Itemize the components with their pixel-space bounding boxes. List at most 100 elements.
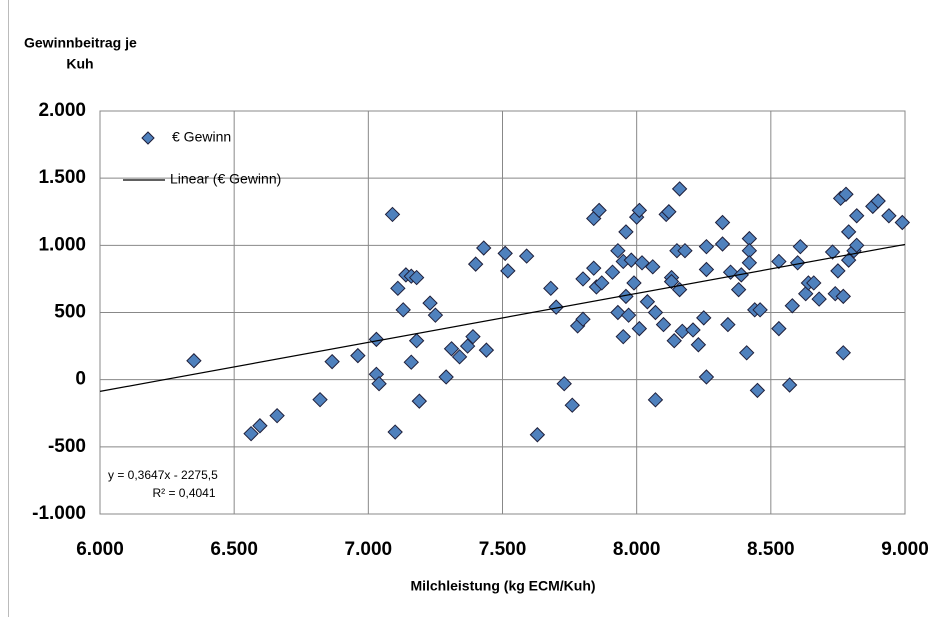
point [698, 369, 715, 385]
point [634, 255, 650, 271]
point [741, 255, 758, 271]
point [671, 281, 688, 298]
point [443, 341, 460, 357]
y-tick-label: -1.000 [32, 503, 86, 524]
point [478, 342, 495, 358]
point [618, 224, 634, 240]
point [798, 285, 814, 302]
legend-label: Linear (€ Gewinn) [170, 171, 281, 187]
point [312, 391, 328, 408]
point [518, 248, 535, 264]
x-tick-label: 8.000 [613, 539, 661, 560]
point [626, 275, 642, 291]
point [749, 382, 766, 399]
point [610, 304, 626, 321]
point [631, 202, 648, 219]
trend-line [99, 243, 906, 392]
point [771, 253, 787, 270]
point [647, 304, 664, 321]
point [390, 280, 406, 297]
point [685, 322, 701, 338]
point [647, 392, 664, 408]
point [403, 354, 419, 370]
point [661, 204, 677, 220]
y-tick-label: 2.000 [38, 100, 86, 121]
point [696, 310, 712, 326]
point [564, 397, 580, 413]
point [835, 288, 851, 305]
x-tick-label: 6.500 [210, 539, 258, 560]
equation: y = 0,3647x - 2275,5 [108, 468, 218, 482]
point [698, 238, 715, 255]
point [384, 206, 401, 223]
x-tick-label: 7.000 [345, 539, 393, 560]
point [666, 333, 682, 349]
point [789, 255, 806, 271]
point [186, 353, 202, 369]
point [269, 407, 285, 424]
point [714, 236, 731, 252]
point [738, 345, 755, 361]
point [824, 244, 841, 260]
y-tick-label: 1.000 [38, 234, 86, 255]
point [476, 240, 492, 256]
point [422, 295, 438, 311]
point [594, 275, 610, 291]
point [451, 349, 468, 365]
point [371, 375, 387, 392]
x-tick-label: 8.500 [747, 539, 795, 560]
point [690, 337, 707, 353]
point [497, 245, 513, 262]
point [586, 260, 602, 276]
point [427, 307, 444, 323]
point [408, 269, 425, 286]
point [811, 291, 827, 307]
point [792, 238, 809, 255]
point [677, 242, 693, 259]
plot-border [99, 110, 906, 515]
point [543, 280, 559, 297]
point [408, 333, 425, 349]
point [324, 353, 340, 370]
point [698, 261, 715, 278]
point [575, 271, 591, 287]
point [575, 311, 591, 327]
x-axis-title: Milchleistung (kg ECM/Kuh) [410, 578, 595, 594]
y-axis-title: Kuh [66, 56, 93, 72]
point [881, 208, 897, 224]
x-tick-label: 9.000 [881, 539, 929, 560]
point [604, 264, 621, 280]
point [467, 256, 484, 272]
point [655, 316, 672, 333]
point [714, 214, 731, 231]
point [350, 347, 366, 364]
y-tick-label: 1.500 [38, 167, 86, 188]
point [840, 252, 857, 268]
point [243, 425, 259, 442]
x-tick-label: 6.000 [76, 539, 124, 560]
point [529, 427, 546, 443]
point [806, 275, 822, 291]
point [781, 377, 798, 393]
legend-label: € Gewinn [172, 129, 231, 145]
y-tick-label: 0 [75, 369, 86, 390]
point [848, 237, 865, 254]
point [840, 224, 857, 240]
point [784, 298, 801, 314]
point [620, 307, 637, 323]
point [645, 259, 661, 275]
point [252, 418, 268, 434]
r-squared: R² = 0,4041 [152, 486, 215, 500]
point [671, 181, 688, 197]
point [548, 299, 564, 315]
point [459, 338, 476, 354]
point [752, 302, 768, 318]
point [771, 320, 787, 337]
point [848, 208, 865, 224]
point [730, 281, 747, 298]
point [500, 263, 516, 279]
point [465, 328, 481, 345]
point [438, 369, 454, 385]
point [610, 242, 626, 259]
